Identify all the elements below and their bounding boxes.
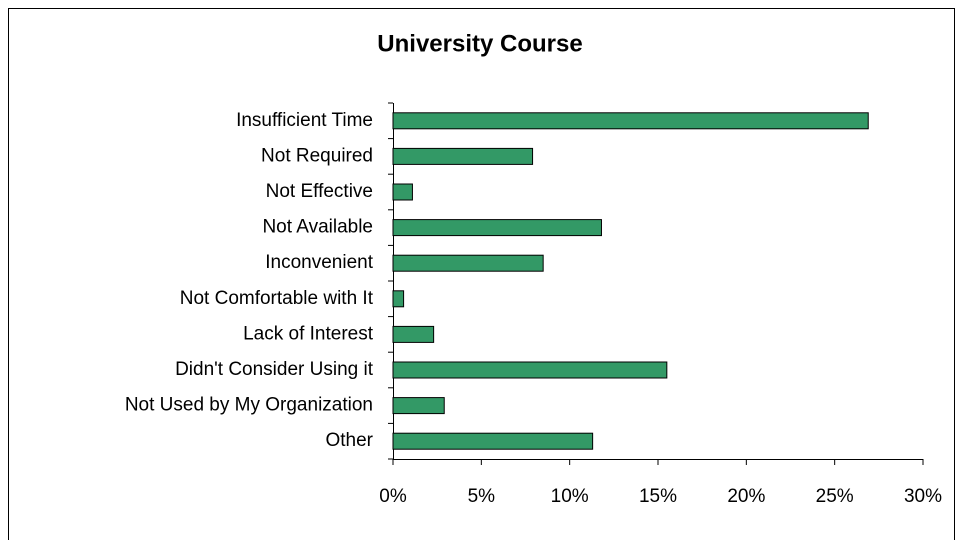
- bar: [392, 432, 594, 450]
- y-tick-label: Insufficient Time: [236, 110, 373, 131]
- x-tick-label: 0%: [379, 486, 407, 507]
- y-tick-label: Not Used by My Organization: [125, 395, 373, 416]
- x-tick-label: 20%: [727, 486, 765, 507]
- bar: [392, 397, 445, 415]
- y-tick-label: Not Effective: [266, 181, 373, 202]
- bar: [392, 112, 869, 130]
- y-tick-label: Lack of Interest: [243, 323, 374, 344]
- x-tick-label: 30%: [904, 486, 942, 507]
- bar: [392, 254, 544, 272]
- x-tick-label: 15%: [639, 486, 677, 507]
- y-tick-label: Didn't Consider Using it: [175, 359, 374, 380]
- x-tick-label: 10%: [551, 486, 589, 507]
- y-tick-label: Not Available: [262, 217, 373, 238]
- bar: [392, 147, 534, 165]
- bar: [392, 361, 668, 379]
- x-tick-label: 25%: [816, 486, 854, 507]
- bar: [392, 290, 405, 308]
- bar: [392, 219, 602, 237]
- y-tick-label: Other: [325, 430, 373, 451]
- chart-frame: [8, 8, 955, 540]
- chart-title: University Course: [377, 30, 582, 57]
- bar: [392, 183, 413, 201]
- y-tick-label: Not Comfortable with It: [180, 288, 374, 309]
- y-tick-label: Not Required: [261, 145, 373, 166]
- x-tick-label: 5%: [468, 486, 496, 507]
- bar: [392, 325, 435, 343]
- y-tick-label: Inconvenient: [265, 252, 373, 273]
